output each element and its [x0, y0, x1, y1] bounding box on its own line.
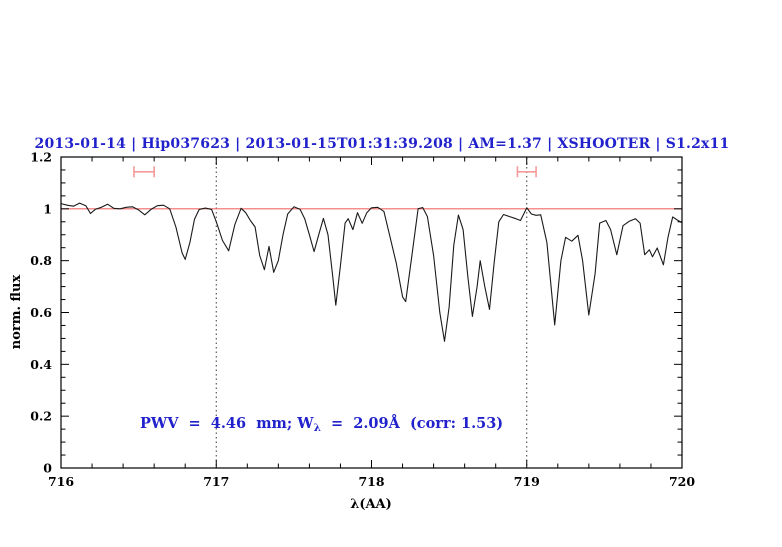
- spectrum-line: [60, 202, 683, 342]
- pwv-annotation-pre: PWV = 4.46 mm; W: [140, 415, 314, 432]
- pwv-annotation-subscript: λ: [314, 422, 321, 434]
- y-tick-label: 0.6: [30, 305, 52, 320]
- plot-title: 2013-01-14 | Hip037623 | 2013-01-15T01:3…: [35, 136, 730, 152]
- data-layer: [60, 158, 683, 467]
- x-axis-label: λ(AA): [350, 497, 392, 512]
- y-tick-label: 1: [43, 201, 52, 216]
- x-tick-label: 718: [358, 474, 384, 489]
- y-tick-label: 0.8: [30, 253, 52, 268]
- x-tick-label: 719: [514, 474, 540, 489]
- y-tick-label: 0.2: [30, 409, 52, 424]
- ew-band-marker: [516, 166, 537, 178]
- x-tick-label: 717: [203, 474, 229, 489]
- x-tick-label: 720: [669, 474, 695, 489]
- y-tick-label: 0.4: [30, 357, 52, 372]
- axes-layer: [60, 156, 683, 469]
- tick-label-layer: 716 717 718 719 720 0 0.2 0.4 0.6 0.8 1 1.2: [30, 150, 695, 490]
- x-tick-label: 716: [48, 474, 74, 489]
- pwv-annotation: PWV = 4.46 mm; Wλ = 2.09Å (corr: 1.53): [140, 414, 503, 434]
- ew-band-marker: [133, 166, 155, 178]
- pwv-annotation-post: = 2.09Å (corr: 1.53): [321, 414, 503, 432]
- y-tick-label: 1.2: [30, 150, 52, 165]
- y-axis-label: norm. flux: [9, 275, 24, 350]
- y-tick-label: 0: [43, 461, 52, 476]
